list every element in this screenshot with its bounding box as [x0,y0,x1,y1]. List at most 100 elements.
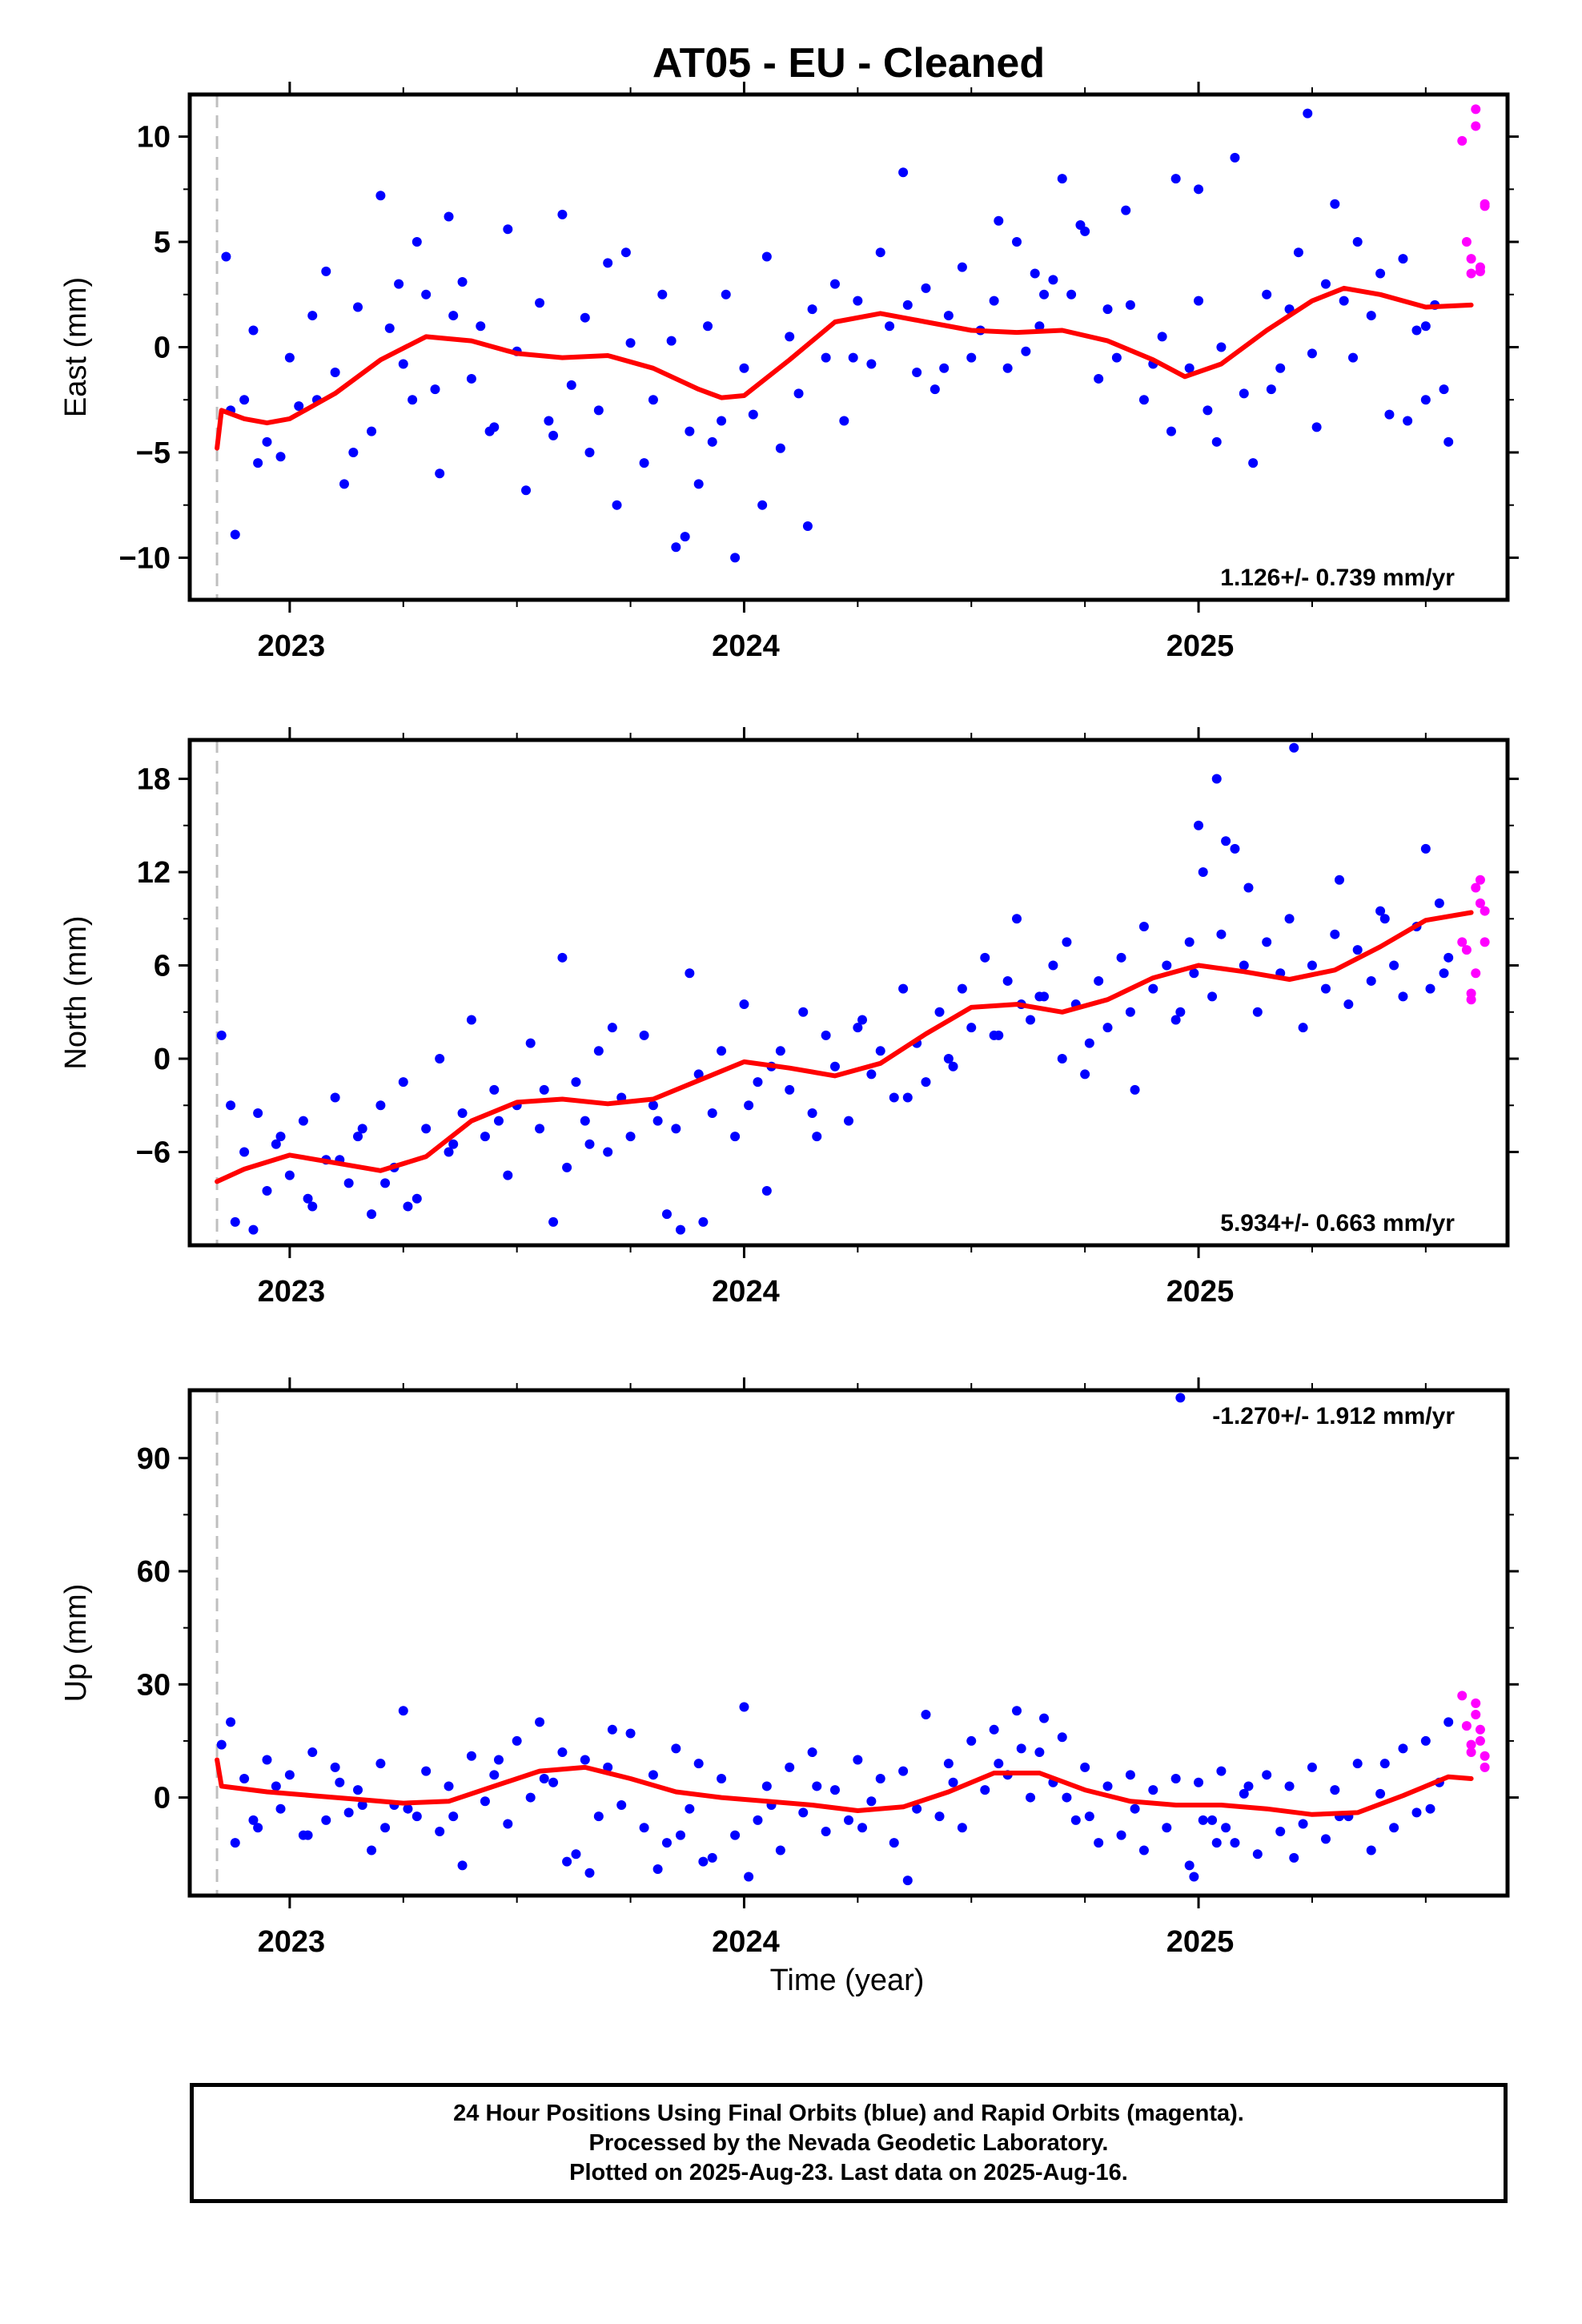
up-final-point [1138,1845,1149,1856]
up-final-point [853,1755,863,1765]
up-final-point [1230,1838,1240,1848]
up-final-point [989,1724,999,1735]
east-final-point [476,321,486,332]
north-final-point [1094,975,1104,986]
up-final-point [403,1803,413,1814]
north-final-point [1352,945,1363,955]
east-final-point [957,262,967,272]
up-final-point [844,1815,853,1825]
up-final-point [1080,1762,1090,1772]
up-rapid-point [1466,1747,1476,1758]
east-final-point [466,373,476,384]
north-final-point [603,1147,613,1157]
east-final-point [253,458,263,468]
up-final-point [1420,1735,1431,1746]
up-final-point [1411,1807,1422,1818]
east-final-point [666,336,677,346]
up-final-point [1189,1872,1199,1882]
north-xtick-label: 2023 [258,1275,326,1309]
east-final-point [1352,237,1363,247]
north-final-point [375,1100,386,1111]
east-final-point [785,332,795,342]
up-final-point [593,1811,604,1822]
north-final-point [889,1092,899,1103]
east-final-point [625,338,636,348]
up-rapid-point [1466,1739,1476,1750]
north-final-point [580,1116,590,1126]
north-final-point [1125,1007,1135,1017]
up-fit-line [215,1757,1474,1817]
up-final-point [744,1872,754,1882]
east-final-point [603,258,613,268]
east-final-point [866,359,877,369]
up-final-point [375,1759,386,1769]
north-final-point [403,1201,413,1212]
up-final-point [812,1781,822,1791]
up-final-point [216,1739,227,1750]
up-final-point [1148,1785,1158,1795]
up-final-point [512,1735,522,1746]
east-final-point [484,426,495,436]
north-rapid-point [1461,945,1472,955]
up-final-point [857,1823,868,1833]
north-final-point [253,1108,263,1118]
east-xtick-label: 2024 [712,629,780,663]
north-final-point [398,1077,408,1088]
up-final-point [398,1706,408,1716]
east-rate-label: 1.126+/- 0.739 mm/yr [1220,565,1455,591]
up-final-point [875,1774,885,1784]
up-final-point [580,1755,590,1765]
north-final-point [1366,975,1376,986]
east-final-point [807,304,817,315]
north-final-point [1230,843,1240,854]
east-final-point [294,401,304,412]
east-final-point [384,323,395,333]
north-final-point [1420,843,1431,854]
north-rapid-point [1457,937,1468,947]
up-final-point [889,1838,899,1848]
east-final-point [1039,289,1050,300]
up-final-point [230,1838,240,1848]
north-final-point [226,1100,236,1111]
north-final-point [1289,742,1299,753]
up-xtick-label: 2025 [1166,1925,1235,1959]
east-fit-line [215,285,1474,451]
east-final-point [671,542,681,553]
north-final-point [1252,1007,1263,1017]
east-rapid-point [1466,254,1476,264]
east-final-point [1211,436,1222,447]
up-final-point [262,1755,272,1765]
east-final-point [989,296,999,306]
up-final-point [625,1728,636,1739]
east-final-point [1420,321,1431,332]
north-final-point [648,1100,658,1111]
north-final-point [607,1023,617,1033]
north-final-point [571,1077,581,1088]
north-xtick-label: 2025 [1166,1275,1235,1309]
up-final-point [1070,1815,1081,1825]
north-final-point [821,1030,831,1040]
east-final-point [898,167,909,178]
up-xtick-label: 2023 [258,1925,326,1959]
north-final-point [275,1132,286,1142]
east-final-point [221,251,231,262]
up-final-point [357,1799,367,1810]
up-final-point [1084,1811,1094,1822]
up-final-point [1425,1803,1435,1814]
north-final-point [1343,999,1354,1010]
north-final-point [1138,921,1149,931]
north-final-point [1284,914,1295,924]
north-final-point [707,1108,717,1118]
up-final-point [1175,1393,1186,1403]
east-ytick-label: 10 [137,121,171,155]
north-final-point [1262,937,1272,947]
east-final-point [1166,426,1176,436]
up-final-point [1216,1766,1227,1776]
up-rapid-point [1475,1735,1485,1746]
up-final-point [1184,1860,1195,1871]
up-final-point [284,1770,295,1780]
east-final-point [307,311,318,321]
east-ytick-label: 0 [154,332,171,365]
east-final-point [457,276,468,287]
up-rapid-point [1480,1751,1490,1761]
